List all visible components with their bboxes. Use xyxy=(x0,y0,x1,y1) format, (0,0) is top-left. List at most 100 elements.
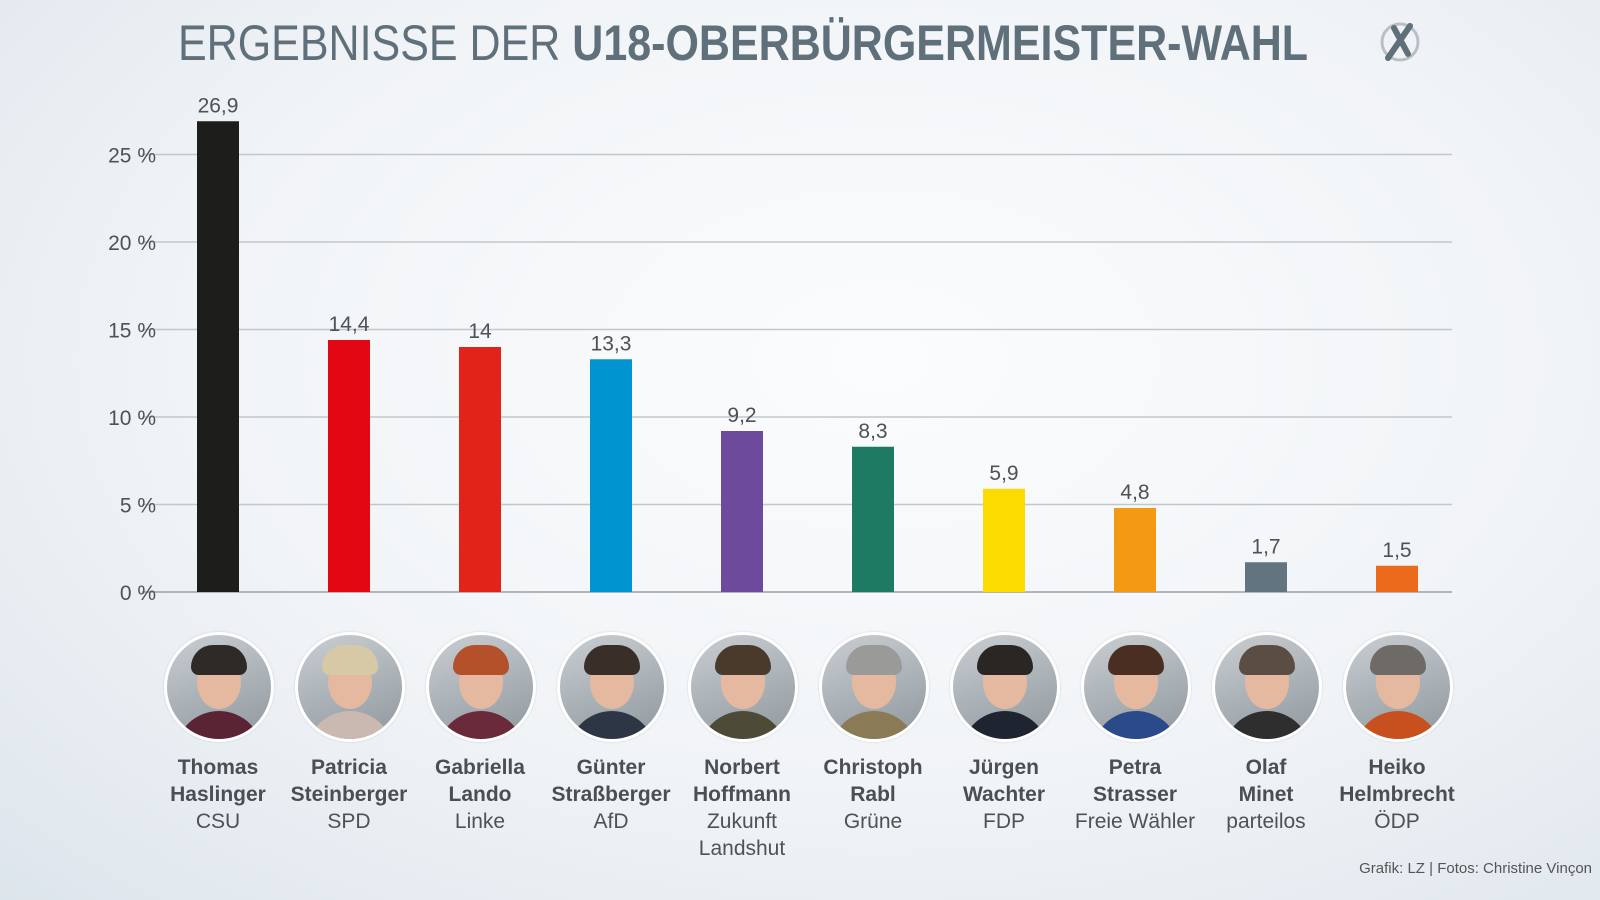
candidate-photo xyxy=(1343,632,1453,742)
photo-body xyxy=(437,711,525,739)
candidate-last-name: Steinberger xyxy=(290,783,408,806)
value-label: 1,7 xyxy=(1251,535,1280,558)
candidate-first-name: Günter xyxy=(576,756,646,779)
candidate-last-name: Wachter xyxy=(962,783,1046,806)
candidate-party: ÖDP xyxy=(1374,810,1420,833)
candidate-first-name: Olaf xyxy=(1245,756,1287,779)
photo-body xyxy=(306,711,394,739)
value-label: 9,2 xyxy=(727,404,756,427)
title-light: ERGEBNISSE DER xyxy=(178,15,573,71)
candidate-photo xyxy=(950,632,1060,742)
photo-hair xyxy=(1108,645,1164,675)
photo-hair xyxy=(453,645,509,675)
candidate-photo xyxy=(1081,632,1191,742)
photo-hair xyxy=(584,645,640,675)
value-label: 8,3 xyxy=(858,420,887,443)
candidate-photo xyxy=(819,632,929,742)
candidate-last-name: Helmbrecht xyxy=(1339,783,1455,806)
value-label: 1,5 xyxy=(1382,539,1411,562)
candidate-last-name: Hoffmann xyxy=(693,783,791,806)
candidate-last-name: Lando xyxy=(448,783,512,806)
y-tick-label: 10 % xyxy=(108,407,156,430)
photo-body xyxy=(175,711,263,739)
candidate-photo xyxy=(688,632,798,742)
bar-chart: 0 % 5 % 10 % 15 % 20 % 25 % 26,9 14,4 14 13,3 9,2 8… xyxy=(108,94,1452,605)
candidate-last-name: Strasser xyxy=(1092,783,1178,806)
candidate-label: Günter Straßberger AfD xyxy=(541,754,681,835)
candidate-label: Patricia Steinberger SPD xyxy=(279,754,419,835)
photo-credit: Grafik: LZ | Fotos: Christine Vinçon xyxy=(1359,860,1592,877)
y-tick-label: 25 % xyxy=(108,145,156,168)
page-title: ERGEBNISSE DER U18-OBERBÜRGERMEISTER-WAH… xyxy=(178,14,1308,72)
value-label: 14,4 xyxy=(329,313,370,336)
candidate-label: Heiko Helmbrecht ÖDP xyxy=(1327,754,1467,835)
candidate-last-name: Rabl xyxy=(850,783,896,806)
photo-body xyxy=(568,711,656,739)
candidate-first-name: Petra xyxy=(1108,756,1162,779)
candidate-photo xyxy=(1212,632,1322,742)
photo-body xyxy=(1092,711,1180,739)
y-tick-label: 15 % xyxy=(108,320,156,343)
candidate-party: FDP xyxy=(983,810,1025,833)
candidate-photo xyxy=(164,632,274,742)
title-bold: U18-OBERBÜRGERMEISTER-WAHL xyxy=(572,15,1309,71)
bar xyxy=(459,347,501,592)
candidate-first-name: Christoph xyxy=(823,756,923,779)
photo-hair xyxy=(977,645,1033,675)
candidate-party: parteilos xyxy=(1226,810,1306,833)
bar xyxy=(1245,562,1287,592)
candidate-photo xyxy=(295,632,405,742)
y-tick-label: 0 % xyxy=(120,582,156,605)
candidate-party: AfD xyxy=(593,810,629,833)
bar xyxy=(721,431,763,592)
candidate-last-name: Minet xyxy=(1238,783,1294,806)
candidate-first-name: Gabriella xyxy=(435,756,525,779)
photo-body xyxy=(961,711,1049,739)
candidate-first-name: Patricia xyxy=(311,756,387,779)
photo-hair xyxy=(715,645,771,675)
photo-hair xyxy=(846,645,902,675)
photo-hair xyxy=(191,645,247,675)
photo-body xyxy=(830,711,918,739)
value-label: 26,9 xyxy=(198,94,239,117)
candidate-party: Freie Wähler xyxy=(1074,810,1196,833)
bar xyxy=(852,446,894,592)
candidate-photo xyxy=(557,632,667,742)
candidate-first-name: Norbert xyxy=(704,756,780,779)
photo-body xyxy=(699,711,787,739)
value-label: 13,3 xyxy=(591,332,632,355)
candidate-party: Linke xyxy=(454,810,506,833)
candidate-party: Grüne xyxy=(843,810,903,833)
candidate-first-name: Thomas xyxy=(177,756,259,779)
bar xyxy=(1376,565,1418,592)
candidate-label: Christoph Rabl Grüne xyxy=(803,754,943,835)
candidate-first-name: Heiko xyxy=(1368,756,1426,779)
bar xyxy=(328,340,370,592)
value-label: 4,8 xyxy=(1120,481,1149,504)
bar xyxy=(983,488,1025,592)
bar xyxy=(590,359,632,592)
candidate-label: Jürgen Wachter FDP xyxy=(934,754,1074,835)
ballot-cross-icon xyxy=(1380,22,1420,62)
y-tick-label: 5 % xyxy=(120,495,156,518)
photo-body xyxy=(1354,711,1442,739)
y-tick-label: 20 % xyxy=(108,232,156,255)
value-label: 14 xyxy=(468,320,492,343)
candidate-label: Olaf Minet parteilos xyxy=(1196,754,1336,835)
candidate-party: Zukunft xyxy=(706,810,778,833)
candidate-first-name: Jürgen xyxy=(968,756,1039,779)
photo-hair xyxy=(1370,645,1426,675)
candidate-label: Gabriella Lando Linke xyxy=(410,754,550,835)
photo-hair xyxy=(1239,645,1295,675)
photo-body xyxy=(1223,711,1311,739)
bar xyxy=(197,121,239,592)
photo-hair xyxy=(322,645,378,675)
bar xyxy=(1114,508,1156,592)
candidate-last-name: Straßberger xyxy=(551,783,671,806)
candidate-party: SPD xyxy=(327,810,371,833)
candidate-label: Petra Strasser Freie Wähler xyxy=(1065,754,1205,835)
candidate-last-name: Haslinger xyxy=(170,783,266,806)
candidate-party: CSU xyxy=(195,810,241,833)
candidate-label: Norbert Hoffmann Zukunft Landshut xyxy=(672,754,812,862)
candidate-label: Thomas Haslinger CSU xyxy=(148,754,288,835)
